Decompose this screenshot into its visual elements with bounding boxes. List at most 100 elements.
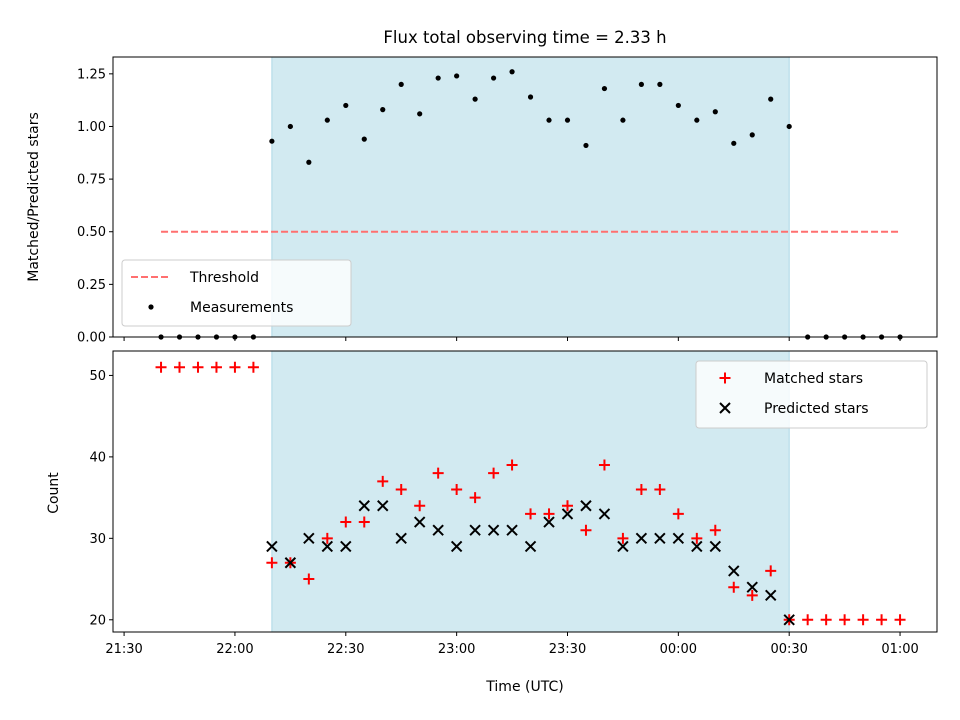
matched-star-marker (839, 614, 851, 626)
predicted-star-marker (506, 524, 518, 536)
measurement-point (527, 94, 534, 100)
matched-star-marker (543, 508, 555, 520)
legend-label: Predicted stars (764, 401, 869, 417)
matched-star-marker (857, 614, 869, 626)
matched-star-marker (488, 467, 500, 479)
matched-star-marker (765, 565, 777, 577)
x-tick-label: 23:30 (549, 642, 586, 657)
predicted-star-marker (432, 524, 444, 536)
y-tick-label: 40 (89, 450, 106, 465)
predicted-star-marker (303, 532, 315, 545)
predicted-star-marker (617, 540, 629, 553)
axes-frame (112, 56, 938, 338)
measurement-point (786, 123, 792, 130)
measurement-point (583, 142, 589, 149)
measurement-point (269, 138, 275, 144)
measurement-point (546, 117, 552, 123)
matched-star-marker (654, 483, 666, 495)
measurement-point (398, 81, 404, 87)
measurement-point (601, 85, 608, 92)
x-tick-label: 00:00 (660, 642, 697, 657)
y-tick-label: 0.00 (77, 331, 106, 346)
predicted-star-marker (635, 532, 648, 545)
matched-star-marker (414, 500, 426, 512)
matched-star-marker (709, 524, 721, 536)
y-axis-label-top: Matched/Predicted stars (26, 112, 42, 282)
measurement-point (361, 136, 367, 142)
predicted-star-marker (524, 540, 537, 553)
observing-window-shade (271, 56, 790, 338)
x-tick-label: 00:30 (770, 642, 807, 657)
predicted-star-marker (765, 589, 777, 602)
panel-flux-ratio: 0.00 0.25 0.50 0.75 1.00 1.25 Threshold Measure… (77, 56, 938, 346)
predicted-star-marker (340, 540, 352, 553)
predicted-star-marker (654, 532, 666, 545)
legend-box (121, 259, 352, 327)
matched-star-marker (229, 361, 241, 373)
matched-star-marker (210, 361, 222, 373)
measurement-point (324, 117, 330, 123)
matched-star-marker (155, 361, 167, 373)
measurement-point (417, 111, 423, 117)
matched-star-marker (469, 492, 481, 504)
legend-box (695, 360, 928, 429)
measurement-point (638, 81, 644, 87)
predicted-star-marker (450, 540, 463, 553)
measurement-point (712, 109, 718, 115)
measurement-point (287, 123, 293, 130)
y-tick-label: 20 (89, 613, 106, 628)
legend-matched-swatch (719, 372, 731, 384)
x-tick-label: 01:00 (881, 642, 918, 657)
matched-star-marker (303, 573, 315, 585)
predicted-star-marker (358, 500, 370, 512)
measurement-point (749, 132, 755, 138)
matched-star-marker (377, 475, 389, 487)
measurement-point (435, 75, 441, 81)
y-axis-label-bottom: Count (46, 472, 62, 514)
legend-label: Measurements (190, 300, 293, 316)
matched-star-marker (820, 614, 832, 626)
predicted-star-marker (413, 516, 426, 528)
matched-star-marker (321, 532, 333, 544)
y-tick-label: 30 (89, 532, 106, 547)
predicted-star-marker (469, 524, 481, 536)
matched-star-marker (506, 459, 518, 471)
matched-star-marker (192, 361, 204, 373)
x-tick-label: 21:30 (105, 642, 142, 657)
predicted-star-marker (672, 532, 685, 545)
matched-star-marker (395, 483, 407, 495)
x-tick-label: 22:00 (216, 642, 253, 657)
predicted-star-marker (284, 557, 297, 569)
matched-star-marker (340, 516, 352, 528)
measurement-point (380, 107, 386, 113)
matched-star-marker (266, 557, 278, 569)
measurement-point (454, 73, 460, 79)
predicted-star-marker (709, 540, 722, 553)
matched-star-marker (247, 361, 259, 373)
predicted-star-marker (746, 581, 758, 593)
legend: Threshold Measurements (121, 259, 352, 327)
measurement-point (694, 117, 700, 123)
predicted-star-marker (395, 532, 407, 545)
measurement-point (657, 81, 663, 87)
panel-star-counts: 20 30 40 50 21:30 22:00 22:30 23:00 23:30 00:00 00… (89, 350, 938, 657)
matched-star-marker (451, 483, 463, 495)
legend-label: Matched stars (764, 371, 863, 387)
legend: Matched stars Predicted stars (695, 360, 928, 429)
x-tick-label: 22:30 (327, 642, 364, 657)
y-tick-label: 1.25 (77, 67, 106, 82)
predicted-star-marker (580, 500, 592, 512)
measurement-point (768, 96, 774, 102)
predicted-star-marker (728, 565, 740, 577)
x-tick-label: 23:00 (438, 642, 475, 657)
predicted-star-marker (487, 524, 500, 536)
measurement-point (490, 75, 497, 81)
chart-title: Flux total observing time = 2.33 h (383, 28, 666, 47)
x-axis-label: Time (UTC) (485, 679, 563, 695)
measurement-point (509, 69, 515, 75)
y-tick-label: 0.75 (77, 173, 106, 188)
matched-star-marker (894, 614, 906, 626)
measurement-point (472, 96, 478, 102)
y-tick-label: 0.25 (77, 278, 106, 293)
predicted-star-marker (598, 508, 611, 520)
